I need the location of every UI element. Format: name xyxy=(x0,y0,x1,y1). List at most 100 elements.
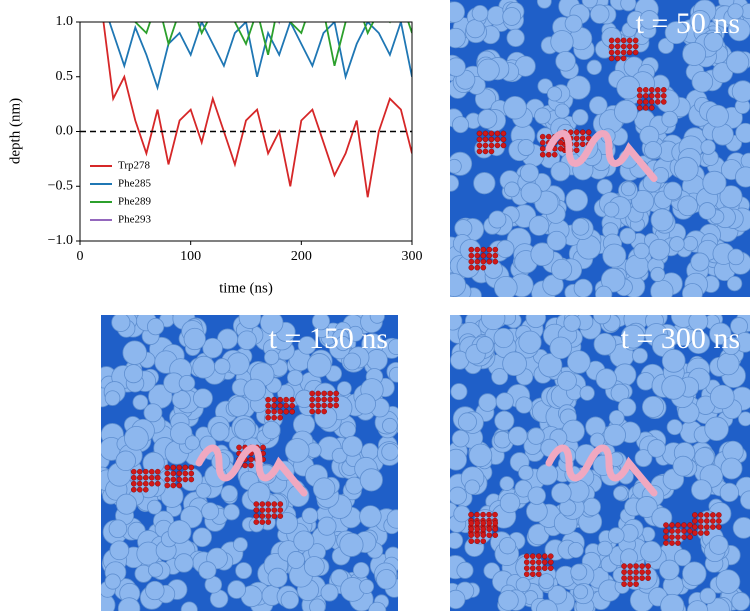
water xyxy=(614,55,621,62)
water xyxy=(710,524,716,530)
atom xyxy=(661,110,679,128)
atom xyxy=(515,396,533,414)
atom xyxy=(691,70,714,93)
data-line xyxy=(108,22,412,91)
water xyxy=(468,538,475,544)
atom xyxy=(453,505,471,523)
atom xyxy=(689,10,711,31)
atom xyxy=(450,27,466,49)
water xyxy=(716,518,722,524)
water xyxy=(642,93,649,99)
water xyxy=(492,246,499,253)
water xyxy=(136,474,143,481)
water xyxy=(188,470,195,477)
atom xyxy=(595,368,617,390)
atom xyxy=(297,336,317,355)
atom xyxy=(192,388,213,409)
water xyxy=(579,135,586,142)
atom xyxy=(124,364,144,384)
water xyxy=(687,528,693,534)
water xyxy=(579,129,586,136)
water xyxy=(523,565,530,571)
water xyxy=(327,390,333,397)
atom xyxy=(104,573,121,590)
atom xyxy=(147,562,164,578)
water xyxy=(482,148,489,155)
atom xyxy=(237,330,257,351)
atom xyxy=(573,584,589,600)
atom xyxy=(376,569,397,590)
atom xyxy=(564,14,583,33)
atom xyxy=(631,190,655,213)
atom xyxy=(644,141,663,160)
water xyxy=(539,145,546,152)
atom xyxy=(183,327,206,351)
water xyxy=(608,55,615,62)
atom xyxy=(534,107,551,125)
atom xyxy=(450,448,467,471)
water xyxy=(315,402,321,409)
water xyxy=(259,519,266,525)
atom xyxy=(727,18,750,42)
atom xyxy=(738,411,750,427)
water xyxy=(492,526,499,532)
atom xyxy=(567,542,584,559)
legend-label: Trp278 xyxy=(118,160,150,172)
water xyxy=(704,518,710,524)
water xyxy=(704,524,710,530)
water xyxy=(474,246,481,253)
water xyxy=(315,390,321,397)
water xyxy=(614,43,621,50)
atom xyxy=(202,337,223,359)
water xyxy=(632,43,639,50)
atom xyxy=(339,421,357,439)
water xyxy=(259,501,266,507)
x-tick-label: 100 xyxy=(180,249,201,264)
water xyxy=(500,136,507,143)
water xyxy=(648,93,655,99)
water xyxy=(476,136,483,143)
atom xyxy=(719,482,740,503)
legend-label: Phe293 xyxy=(118,214,152,226)
atom xyxy=(368,601,387,611)
atom xyxy=(284,438,310,463)
atom xyxy=(178,374,196,392)
water xyxy=(327,402,333,409)
data-line xyxy=(102,22,412,198)
atom xyxy=(109,540,130,561)
atom xyxy=(551,482,572,504)
panel-image: t = 50 ns xyxy=(450,0,750,297)
atom xyxy=(570,563,588,581)
water xyxy=(547,565,554,571)
water xyxy=(557,139,564,146)
water xyxy=(188,476,195,483)
water xyxy=(265,414,271,421)
water xyxy=(277,396,283,403)
atom xyxy=(450,486,467,506)
atom xyxy=(624,254,650,279)
atom xyxy=(264,349,280,365)
atom xyxy=(478,393,497,412)
water xyxy=(681,528,687,534)
water xyxy=(633,569,639,575)
atom xyxy=(498,537,517,555)
water xyxy=(253,501,260,507)
water xyxy=(176,482,183,489)
water xyxy=(539,133,546,140)
water xyxy=(164,476,171,483)
water xyxy=(627,563,633,569)
atom xyxy=(641,395,664,418)
water xyxy=(698,512,704,518)
water xyxy=(627,569,633,575)
atom xyxy=(192,527,212,548)
atom xyxy=(550,161,571,182)
atom xyxy=(536,599,558,611)
water xyxy=(636,99,643,105)
water xyxy=(260,444,266,451)
water xyxy=(579,141,586,148)
atom xyxy=(650,266,666,282)
legend-label: Phe289 xyxy=(118,196,152,208)
atom xyxy=(536,0,552,9)
atom xyxy=(457,412,477,432)
